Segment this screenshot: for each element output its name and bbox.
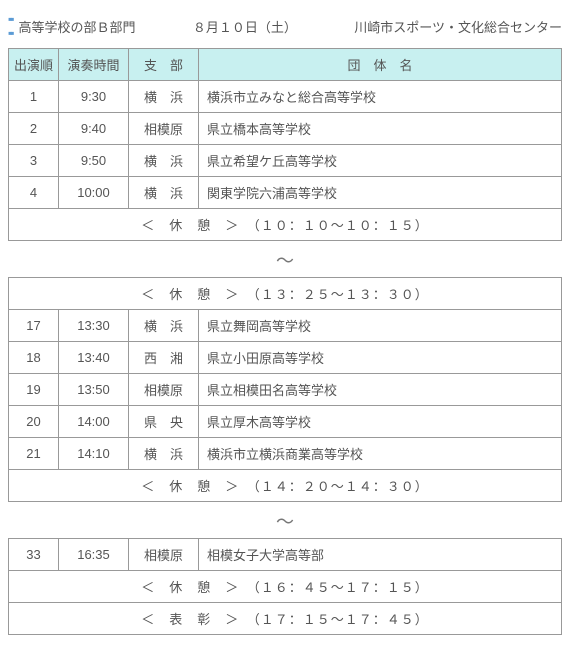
schedule-table-2: ＜ 休 憩 ＞ （１３：２５～１３：３０） 1713:30横 浜県立舞岡高等学校… <box>8 277 562 502</box>
cell-name: 県立厚木高等学校 <box>199 406 562 438</box>
cell-time: 14:10 <box>59 438 129 470</box>
cell-name: 横浜市立横浜商業高等学校 <box>199 438 562 470</box>
schedule-table-3: 3316:35相模原相模女子大学高等部 ＜ 休 憩 ＞ （１６：４５～１７：１５… <box>8 538 562 635</box>
table-row: 39:50横 浜県立希望ケ丘高等学校 <box>9 145 562 177</box>
cell-name: 相模女子大学高等部 <box>199 539 562 571</box>
header-title: 高等学校の部Ｂ部門 <box>19 17 136 36</box>
cell-name: 県立小田原高等学校 <box>199 342 562 374</box>
cell-name: 関東学院六浦高等学校 <box>199 177 562 209</box>
cell-branch: 西 湘 <box>129 342 199 374</box>
cell-branch: 横 浜 <box>129 310 199 342</box>
col-order: 出演順 <box>9 49 59 81</box>
ellipsis: 〜 <box>8 504 562 538</box>
cell-branch: 横 浜 <box>129 145 199 177</box>
cell-time: 14:00 <box>59 406 129 438</box>
schedule-block-3: 3316:35相模原相模女子大学高等部 ＜ 休 憩 ＞ （１６：４５～１７：１５… <box>8 538 562 635</box>
table-row: 3316:35相模原相模女子大学高等部 <box>9 539 562 571</box>
col-name: 団 体 名 <box>199 49 562 81</box>
col-time: 演奏時間 <box>59 49 129 81</box>
schedule-block-2: ＜ 休 憩 ＞ （１３：２５～１３：３０） 1713:30横 浜県立舞岡高等学校… <box>8 277 562 502</box>
header-venue: 川崎市スポーツ・文化総合センター <box>354 17 562 36</box>
break-row: ＜ 休 憩 ＞ （１６：４５～１７：１５） <box>9 571 562 603</box>
cell-name: 横浜市立みなと総合高等学校 <box>199 81 562 113</box>
break-row: ＜ 休 憩 ＞ （１４：２０～１４：３０） <box>9 470 562 502</box>
cell-order: 4 <box>9 177 59 209</box>
cell-time: 13:50 <box>59 374 129 406</box>
award-row: ＜ 表 彰 ＞ （１７：１５～１７：４５） <box>9 603 562 635</box>
cell-order: 17 <box>9 310 59 342</box>
cell-name: 県立希望ケ丘高等学校 <box>199 145 562 177</box>
cell-time: 10:00 <box>59 177 129 209</box>
cell-branch: 横 浜 <box>129 438 199 470</box>
cell-order: 1 <box>9 81 59 113</box>
cell-time: 9:40 <box>59 113 129 145</box>
cell-name: 県立舞岡高等学校 <box>199 310 562 342</box>
col-branch: 支 部 <box>129 49 199 81</box>
table-row: 410:00横 浜関東学院六浦高等学校 <box>9 177 562 209</box>
ellipsis: 〜 <box>8 243 562 277</box>
table-row: 1713:30横 浜県立舞岡高等学校 <box>9 310 562 342</box>
break-row: ＜ 休 憩 ＞ （１３：２５～１３：３０） <box>9 278 562 310</box>
table-row: 1813:40西 湘県立小田原高等学校 <box>9 342 562 374</box>
cell-order: 18 <box>9 342 59 374</box>
page-header: ▪▪▪▪ 高等学校の部Ｂ部門 ８月１０日（土） 川崎市スポーツ・文化総合センター <box>8 8 562 48</box>
cell-order: 21 <box>9 438 59 470</box>
table-row: 19:30横 浜横浜市立みなと総合高等学校 <box>9 81 562 113</box>
table-header-row: 出演順 演奏時間 支 部 団 体 名 <box>9 49 562 81</box>
schedule-block-1: 出演順 演奏時間 支 部 団 体 名 19:30横 浜横浜市立みなと総合高等学校… <box>8 48 562 241</box>
table-row: 29:40相模原県立橋本高等学校 <box>9 113 562 145</box>
cell-time: 16:35 <box>59 539 129 571</box>
table-row: 2114:10横 浜横浜市立横浜商業高等学校 <box>9 438 562 470</box>
cell-time: 13:30 <box>59 310 129 342</box>
cell-branch: 相模原 <box>129 539 199 571</box>
break-row: ＜ 休 憩 ＞ （１０：１０～１０：１５） <box>9 209 562 241</box>
table-row: 1913:50相模原県立相模田名高等学校 <box>9 374 562 406</box>
cell-name: 県立相模田名高等学校 <box>199 374 562 406</box>
table-row: 2014:00県 央県立厚木高等学校 <box>9 406 562 438</box>
cell-time: 9:50 <box>59 145 129 177</box>
cell-time: 13:40 <box>59 342 129 374</box>
header-icon: ▪▪▪▪ <box>8 12 13 40</box>
header-date: ８月１０日（土） <box>136 17 355 36</box>
cell-branch: 県 央 <box>129 406 199 438</box>
cell-order: 19 <box>9 374 59 406</box>
cell-branch: 横 浜 <box>129 81 199 113</box>
schedule-table-1: 出演順 演奏時間 支 部 団 体 名 19:30横 浜横浜市立みなと総合高等学校… <box>8 48 562 241</box>
cell-order: 20 <box>9 406 59 438</box>
cell-order: 2 <box>9 113 59 145</box>
cell-order: 3 <box>9 145 59 177</box>
cell-branch: 相模原 <box>129 113 199 145</box>
cell-branch: 横 浜 <box>129 177 199 209</box>
cell-order: 33 <box>9 539 59 571</box>
cell-name: 県立橋本高等学校 <box>199 113 562 145</box>
cell-time: 9:30 <box>59 81 129 113</box>
cell-branch: 相模原 <box>129 374 199 406</box>
